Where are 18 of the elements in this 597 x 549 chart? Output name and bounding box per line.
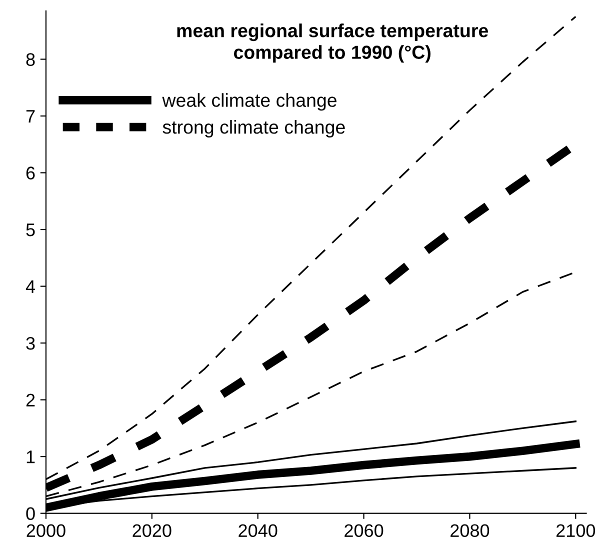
y-tick-label: 5 [26, 224, 35, 236]
legend-label: weak climate change [162, 93, 336, 111]
legend-label: strong climate change [162, 120, 345, 138]
text: mean regional surface temperature compared to 1990 (°C) [177, 24, 488, 63]
y-tick-label: 6 [26, 166, 35, 180]
y-tick-label: 1 [26, 450, 35, 464]
y-tick-label: 0 [26, 507, 35, 520]
x-tick-label: 2080 [450, 524, 490, 537]
x-tick-label: 2100 [556, 524, 596, 537]
y-tick-label: 7 [26, 110, 35, 123]
y-tick-label: 4 [26, 280, 36, 293]
y-tick-label: 2 [26, 394, 35, 406]
x-tick-label: 2020 [132, 524, 172, 537]
x-tick-label: 2000 [26, 524, 66, 537]
y-tick-label: 3 [26, 336, 35, 350]
y-tick-label: 8 [26, 53, 35, 66]
x-tick-label: 2040 [238, 524, 278, 537]
x-tick-label: 2060 [344, 524, 384, 537]
